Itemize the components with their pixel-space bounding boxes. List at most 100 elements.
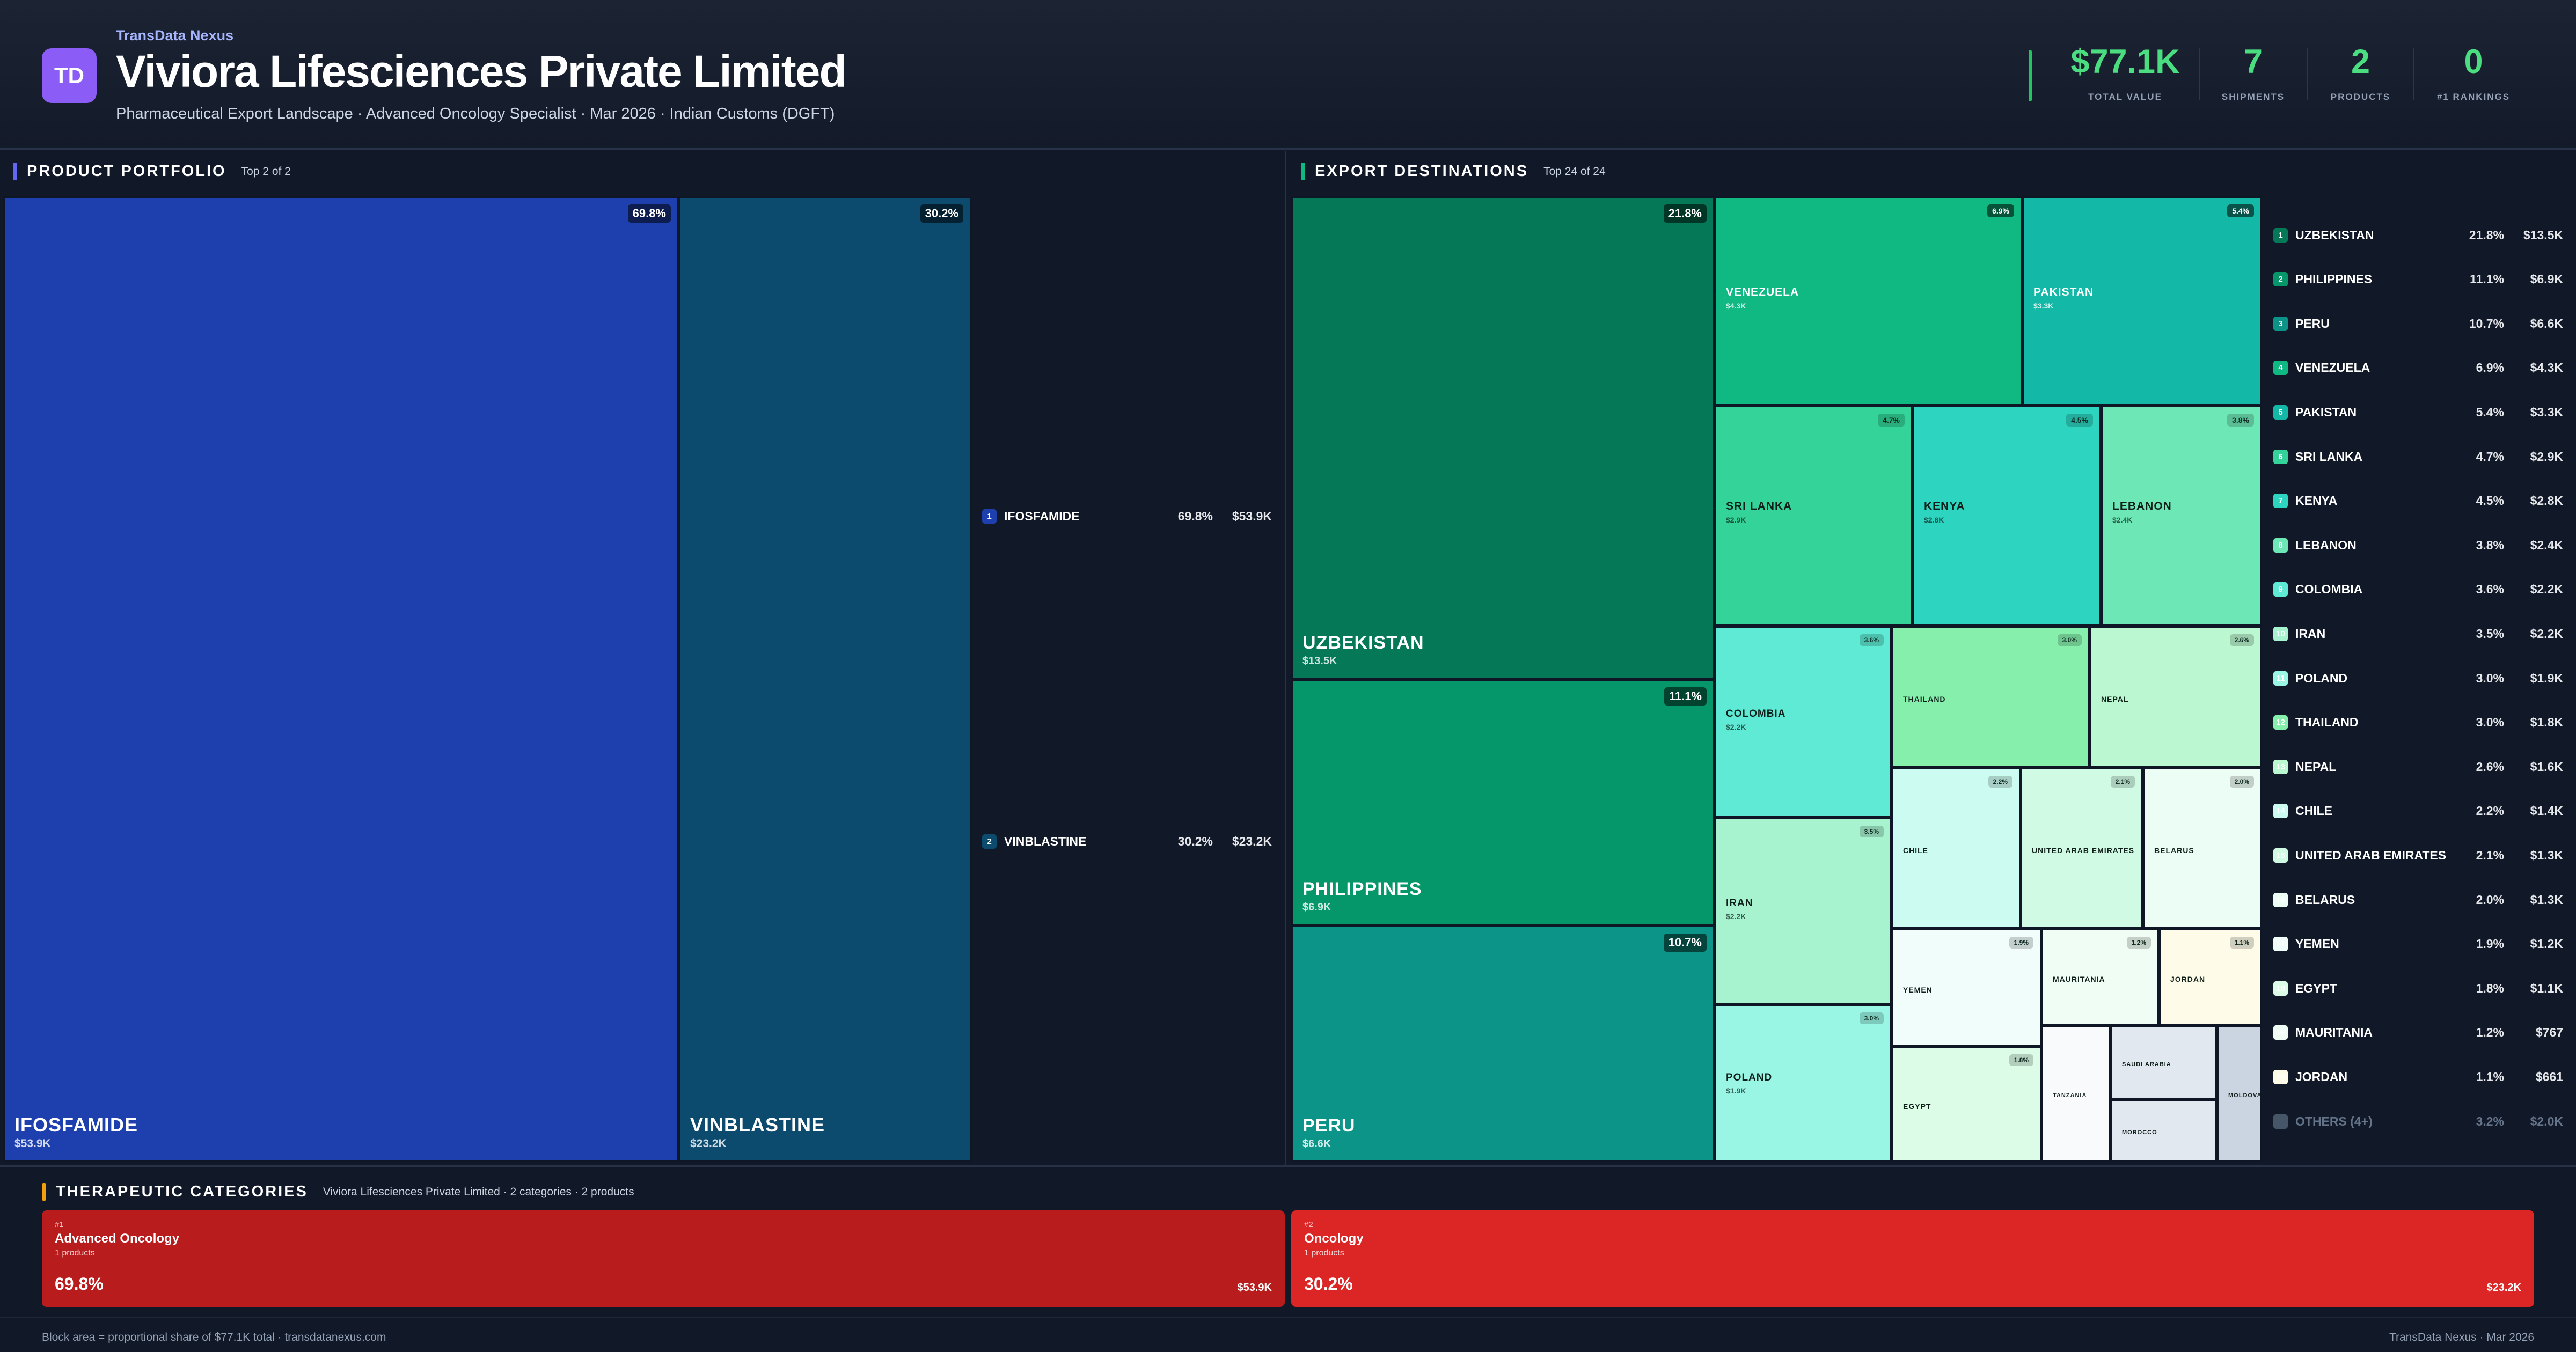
legend-rank-badge: 11 bbox=[2273, 671, 2288, 686]
tile-label: TANZANIA bbox=[2053, 1092, 2087, 1099]
stat-label: SHIPMENTS bbox=[2221, 92, 2285, 102]
legend-row[interactable]: 8 LEBANON 3.8% $2.4K bbox=[2273, 531, 2563, 560]
legend-rank-badge: 1 bbox=[2273, 227, 2288, 243]
legend-row[interactable]: 5 PAKISTAN 5.4% $3.3K bbox=[2273, 398, 2563, 427]
treemap-tile[interactable]: 1.1% JORDAN bbox=[2159, 929, 2262, 1025]
legend-row[interactable]: 9 COLOMBIA 3.6% $2.2K bbox=[2273, 575, 2563, 604]
category-name: Advanced Oncology bbox=[55, 1231, 180, 1246]
legend-name: PAKISTAN bbox=[2295, 405, 2357, 419]
legend-row[interactable]: 4 VENEZUELA 6.9% $4.3K bbox=[2273, 354, 2563, 383]
treemap-tile[interactable]: 11.1% PHILIPPINES $6.9K bbox=[1291, 679, 1715, 925]
treemap-tile[interactable]: 2.0% BELARUS bbox=[2143, 768, 2262, 929]
legend-row[interactable]: 16 BELARUS 2.0% $1.3K bbox=[2273, 885, 2563, 914]
legend-percent: 3.0% bbox=[2476, 671, 2504, 685]
tile-label: SAUDI ARABIA bbox=[2122, 1061, 2171, 1068]
legend-value: $4.3K bbox=[2530, 361, 2563, 375]
legend-row[interactable]: 3 PERU 10.7% $6.6K bbox=[2273, 309, 2563, 338]
tile-label: UZBEKISTAN bbox=[1302, 633, 1424, 653]
legend-row[interactable]: 18 EGYPT 1.8% $1.1K bbox=[2273, 974, 2563, 1003]
section-accent-bar bbox=[42, 1183, 46, 1201]
footer-credit: TransData Nexus · Mar 2026 bbox=[2389, 1331, 2534, 1343]
treemap-tile[interactable]: 10.7% PERU $6.6K bbox=[1291, 925, 1715, 1162]
legend-percent: 4.5% bbox=[2476, 494, 2504, 508]
legend-row[interactable]: 20 JORDAN 1.1% $661 bbox=[2273, 1062, 2563, 1091]
legend-row[interactable]: 11 POLAND 3.0% $1.9K bbox=[2273, 664, 2563, 693]
treemap-tile[interactable]: 5.4% PAKISTAN $3.3K bbox=[2022, 196, 2262, 406]
legend-name: KENYA bbox=[2295, 494, 2338, 508]
legend-percent: 3.5% bbox=[2476, 626, 2504, 641]
treemap-tile[interactable]: 2.2% CHILE bbox=[1892, 768, 2021, 929]
treemap-tile[interactable]: 3.0% THAILAND bbox=[1892, 626, 2090, 768]
treemap-tile[interactable]: 1.9% YEMEN bbox=[1892, 929, 2041, 1046]
legend-value: $2.4K bbox=[2530, 538, 2563, 552]
treemap-tile[interactable]: 4.7% SRI LANKA $2.9K bbox=[1715, 406, 1913, 626]
stat-divider bbox=[2413, 48, 2414, 100]
stat-label: #1 RANKINGS bbox=[2436, 92, 2511, 102]
legend-name: MAURITANIA bbox=[2295, 1025, 2373, 1040]
export-destinations-header: EXPORT DESTINATIONS Top 24 of 24 bbox=[1301, 163, 1606, 180]
legend-row[interactable]: 10 IRAN 3.5% $2.2K bbox=[2273, 619, 2563, 648]
stat-value: $77.1K bbox=[2070, 43, 2180, 80]
legend-value: $2.0K bbox=[2530, 1114, 2563, 1128]
legend-row[interactable]: 1 IFOSFAMIDE 69.8% $53.9K bbox=[982, 502, 1272, 531]
legend-value: $1.1K bbox=[2530, 981, 2563, 995]
treemap-tile[interactable]: 3.0% POLAND $1.9K bbox=[1715, 1004, 1892, 1162]
legend-value: $2.2K bbox=[2530, 626, 2563, 641]
tile-label: PAKISTAN bbox=[2033, 285, 2094, 298]
legend-row[interactable]: 15 UNITED ARAB EMIRATES 2.1% $1.3K bbox=[2273, 841, 2563, 870]
legend-value: $3.3K bbox=[2530, 405, 2563, 419]
legend-row[interactable]: 12 THAILAND 3.0% $1.8K bbox=[2273, 708, 2563, 737]
page-subtitle: Pharmaceutical Export Landscape · Advanc… bbox=[116, 105, 835, 122]
treemap-tile[interactable]: TANZANIA bbox=[2041, 1025, 2111, 1162]
tile-label: VENEZUELA bbox=[1726, 285, 1799, 298]
legend-name: JORDAN bbox=[2295, 1069, 2348, 1084]
treemap-tile[interactable]: MOROCCO bbox=[2111, 1099, 2217, 1162]
treemap-tile[interactable]: 21.8% UZBEKISTAN $13.5K bbox=[1291, 196, 1715, 679]
tile-percent-badge: 1.8% bbox=[2009, 1054, 2033, 1066]
treemap-tile[interactable]: 3.6% COLOMBIA $2.2K bbox=[1715, 626, 1892, 818]
treemap-tile[interactable]: 1.8% EGYPT bbox=[1892, 1046, 2041, 1162]
legend-rank-badge: 17 bbox=[2273, 937, 2288, 952]
legend-name: UNITED ARAB EMIRATES bbox=[2295, 848, 2447, 862]
treemap-tile[interactable]: 3.5% IRAN $2.2K bbox=[1715, 818, 1892, 1004]
legend-row[interactable]: OTHERS (4+) 3.2% $2.0K bbox=[2273, 1107, 2563, 1136]
legend-row[interactable]: 7 KENYA 4.5% $2.8K bbox=[2273, 487, 2563, 516]
stat-products: 2 PRODUCTS bbox=[2308, 45, 2413, 102]
treemap-tile[interactable]: MOLDOVA bbox=[2217, 1025, 2262, 1162]
brand-name[interactable]: TransData Nexus bbox=[116, 27, 234, 43]
treemap-tile[interactable]: 2.1% UNITED ARAB EMIRATES bbox=[2021, 768, 2143, 929]
treemap-tile[interactable]: 69.8% IFOSFAMIDE $53.9K bbox=[3, 196, 679, 1162]
category-card[interactable]: #1 Advanced Oncology 1 products 69.8% $5… bbox=[42, 1210, 1285, 1307]
legend-percent: 1.9% bbox=[2476, 937, 2504, 951]
legend-rank-badge: 4 bbox=[2273, 361, 2288, 376]
legend-name: EGYPT bbox=[2295, 981, 2337, 995]
tile-label: MOROCCO bbox=[2122, 1129, 2157, 1136]
category-card[interactable]: #2 Oncology 1 products 30.2% $23.2K bbox=[1291, 1210, 2534, 1307]
legend-row[interactable]: 2 PHILIPPINES 11.1% $6.9K bbox=[2273, 265, 2563, 294]
legend-row[interactable]: 17 YEMEN 1.9% $1.2K bbox=[2273, 930, 2563, 959]
brand-logo: TD bbox=[42, 48, 97, 103]
tile-value: $6.9K bbox=[1302, 901, 1331, 913]
legend-row[interactable]: 13 NEPAL 2.6% $1.6K bbox=[2273, 752, 2563, 781]
tile-label: IFOSFAMIDE bbox=[14, 1114, 138, 1136]
legend-row[interactable]: 1 UZBEKISTAN 21.8% $13.5K bbox=[2273, 221, 2563, 249]
legend-percent: 2.2% bbox=[2476, 804, 2504, 818]
legend-name: LEBANON bbox=[2295, 538, 2357, 552]
legend-row[interactable]: 14 CHILE 2.2% $1.4K bbox=[2273, 797, 2563, 826]
treemap-tile[interactable]: SAUDI ARABIA bbox=[2111, 1025, 2217, 1099]
treemap-tile[interactable]: 30.2% VINBLASTINE $23.2K bbox=[679, 196, 971, 1162]
tile-label: PERU bbox=[1302, 1115, 1356, 1136]
treemap-tile[interactable]: 3.8% LEBANON $2.4K bbox=[2101, 406, 2262, 626]
legend-row[interactable]: 6 SRI LANKA 4.7% $2.9K bbox=[2273, 442, 2563, 471]
legend-row[interactable]: 19 MAURITANIA 1.2% $767 bbox=[2273, 1018, 2563, 1047]
treemap-tile[interactable]: 6.9% VENEZUELA $4.3K bbox=[1715, 196, 2022, 406]
treemap-tile[interactable]: 2.6% NEPAL bbox=[2090, 626, 2262, 768]
treemap-tile[interactable]: 1.2% MAURITANIA bbox=[2041, 929, 2159, 1025]
category-count: 1 products bbox=[1304, 1248, 1344, 1258]
stat-label: TOTAL VALUE bbox=[2088, 92, 2162, 102]
section-meta: Top 2 of 2 bbox=[241, 165, 291, 178]
tile-percent-badge: 6.9% bbox=[1987, 204, 2014, 217]
legend-row[interactable]: 2 VINBLASTINE 30.2% $23.2K bbox=[982, 827, 1272, 856]
legend-rank-badge: 5 bbox=[2273, 405, 2288, 420]
treemap-tile[interactable]: 4.5% KENYA $2.8K bbox=[1913, 406, 2101, 626]
